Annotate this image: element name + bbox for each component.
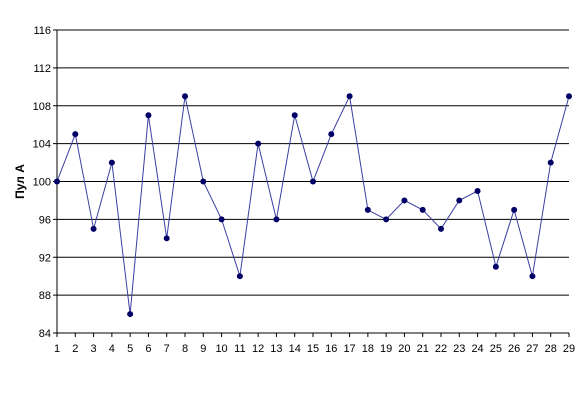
data-point (419, 206, 426, 213)
y-tick-label: 96 (39, 214, 51, 226)
x-tick-label: 27 (526, 343, 538, 355)
data-point (255, 140, 262, 147)
x-tick-label: 2 (72, 343, 78, 355)
data-point (218, 216, 225, 223)
data-point (364, 206, 371, 213)
data-point (511, 206, 518, 213)
y-tick-label: 88 (39, 290, 51, 302)
x-tick-label: 9 (200, 343, 206, 355)
x-tick-label: 5 (127, 343, 133, 355)
x-tick-label: 23 (453, 343, 465, 355)
x-tick-label: 10 (215, 343, 227, 355)
x-tick-label: 3 (91, 343, 97, 355)
x-tick-label: 29 (563, 343, 575, 355)
x-axis-ticks (56, 333, 570, 337)
data-point (72, 131, 79, 138)
y-axis-tick-labels: 84 88 92 96 100 104 108 112 116 (33, 25, 51, 340)
data-point (492, 263, 499, 270)
y-tick-label: 104 (33, 139, 51, 151)
x-tick-label: 19 (380, 343, 392, 355)
data-point (200, 178, 207, 185)
data-point (310, 178, 316, 185)
data-point (547, 159, 554, 166)
x-tick-label: 14 (289, 343, 301, 355)
y-axis-title: Пул А (13, 164, 27, 199)
data-point (529, 273, 536, 280)
data-point (236, 273, 243, 280)
series-markers (54, 93, 572, 318)
y-tick-label: 112 (33, 63, 51, 75)
y-tick-label: 108 (33, 101, 51, 113)
y-tick-label: 116 (33, 25, 51, 37)
x-tick-label: 21 (417, 343, 429, 355)
x-tick-label: 12 (252, 343, 264, 355)
data-point (182, 93, 188, 100)
x-tick-label: 16 (325, 343, 337, 355)
data-point (566, 93, 572, 100)
x-tick-label: 18 (362, 343, 374, 355)
x-tick-label: 17 (343, 343, 355, 355)
data-point (127, 311, 134, 318)
data-point (346, 93, 353, 100)
x-axis-tick-labels: 1 2 3 4 5 6 7 8 9 10 11 12 13 14 15 16 17 18 19 20 21 22 23 24 2… (54, 343, 575, 355)
x-tick-label: 22 (435, 343, 447, 355)
y-tick-label: 84 (39, 328, 51, 340)
data-point (90, 225, 97, 232)
data-point (383, 216, 390, 223)
x-tick-label: 24 (471, 343, 483, 355)
data-point (456, 197, 463, 204)
data-point (163, 235, 170, 242)
x-tick-label: 28 (545, 343, 557, 355)
x-tick-label: 1 (54, 343, 60, 355)
series-line (56, 94, 570, 315)
data-point (401, 197, 408, 204)
x-tick-label: 4 (109, 343, 115, 355)
data-point (273, 216, 280, 223)
data-point (54, 178, 60, 185)
x-tick-label: 15 (307, 343, 319, 355)
y-tick-label: 100 (33, 177, 51, 189)
x-tick-label: 11 (234, 343, 245, 355)
data-point (474, 187, 481, 194)
x-tick-label: 6 (145, 343, 151, 355)
data-point (145, 112, 152, 119)
x-tick-label: 7 (164, 343, 170, 355)
data-point (328, 131, 335, 138)
x-tick-label: 20 (398, 343, 410, 355)
data-point (438, 225, 444, 232)
data-point (108, 159, 115, 166)
data-point (291, 112, 298, 119)
x-tick-label: 8 (182, 343, 188, 355)
y-tick-label: 92 (39, 252, 51, 264)
x-tick-label: 13 (270, 343, 282, 355)
x-tick-label: 25 (490, 343, 502, 355)
x-tick-label: 26 (508, 343, 520, 355)
